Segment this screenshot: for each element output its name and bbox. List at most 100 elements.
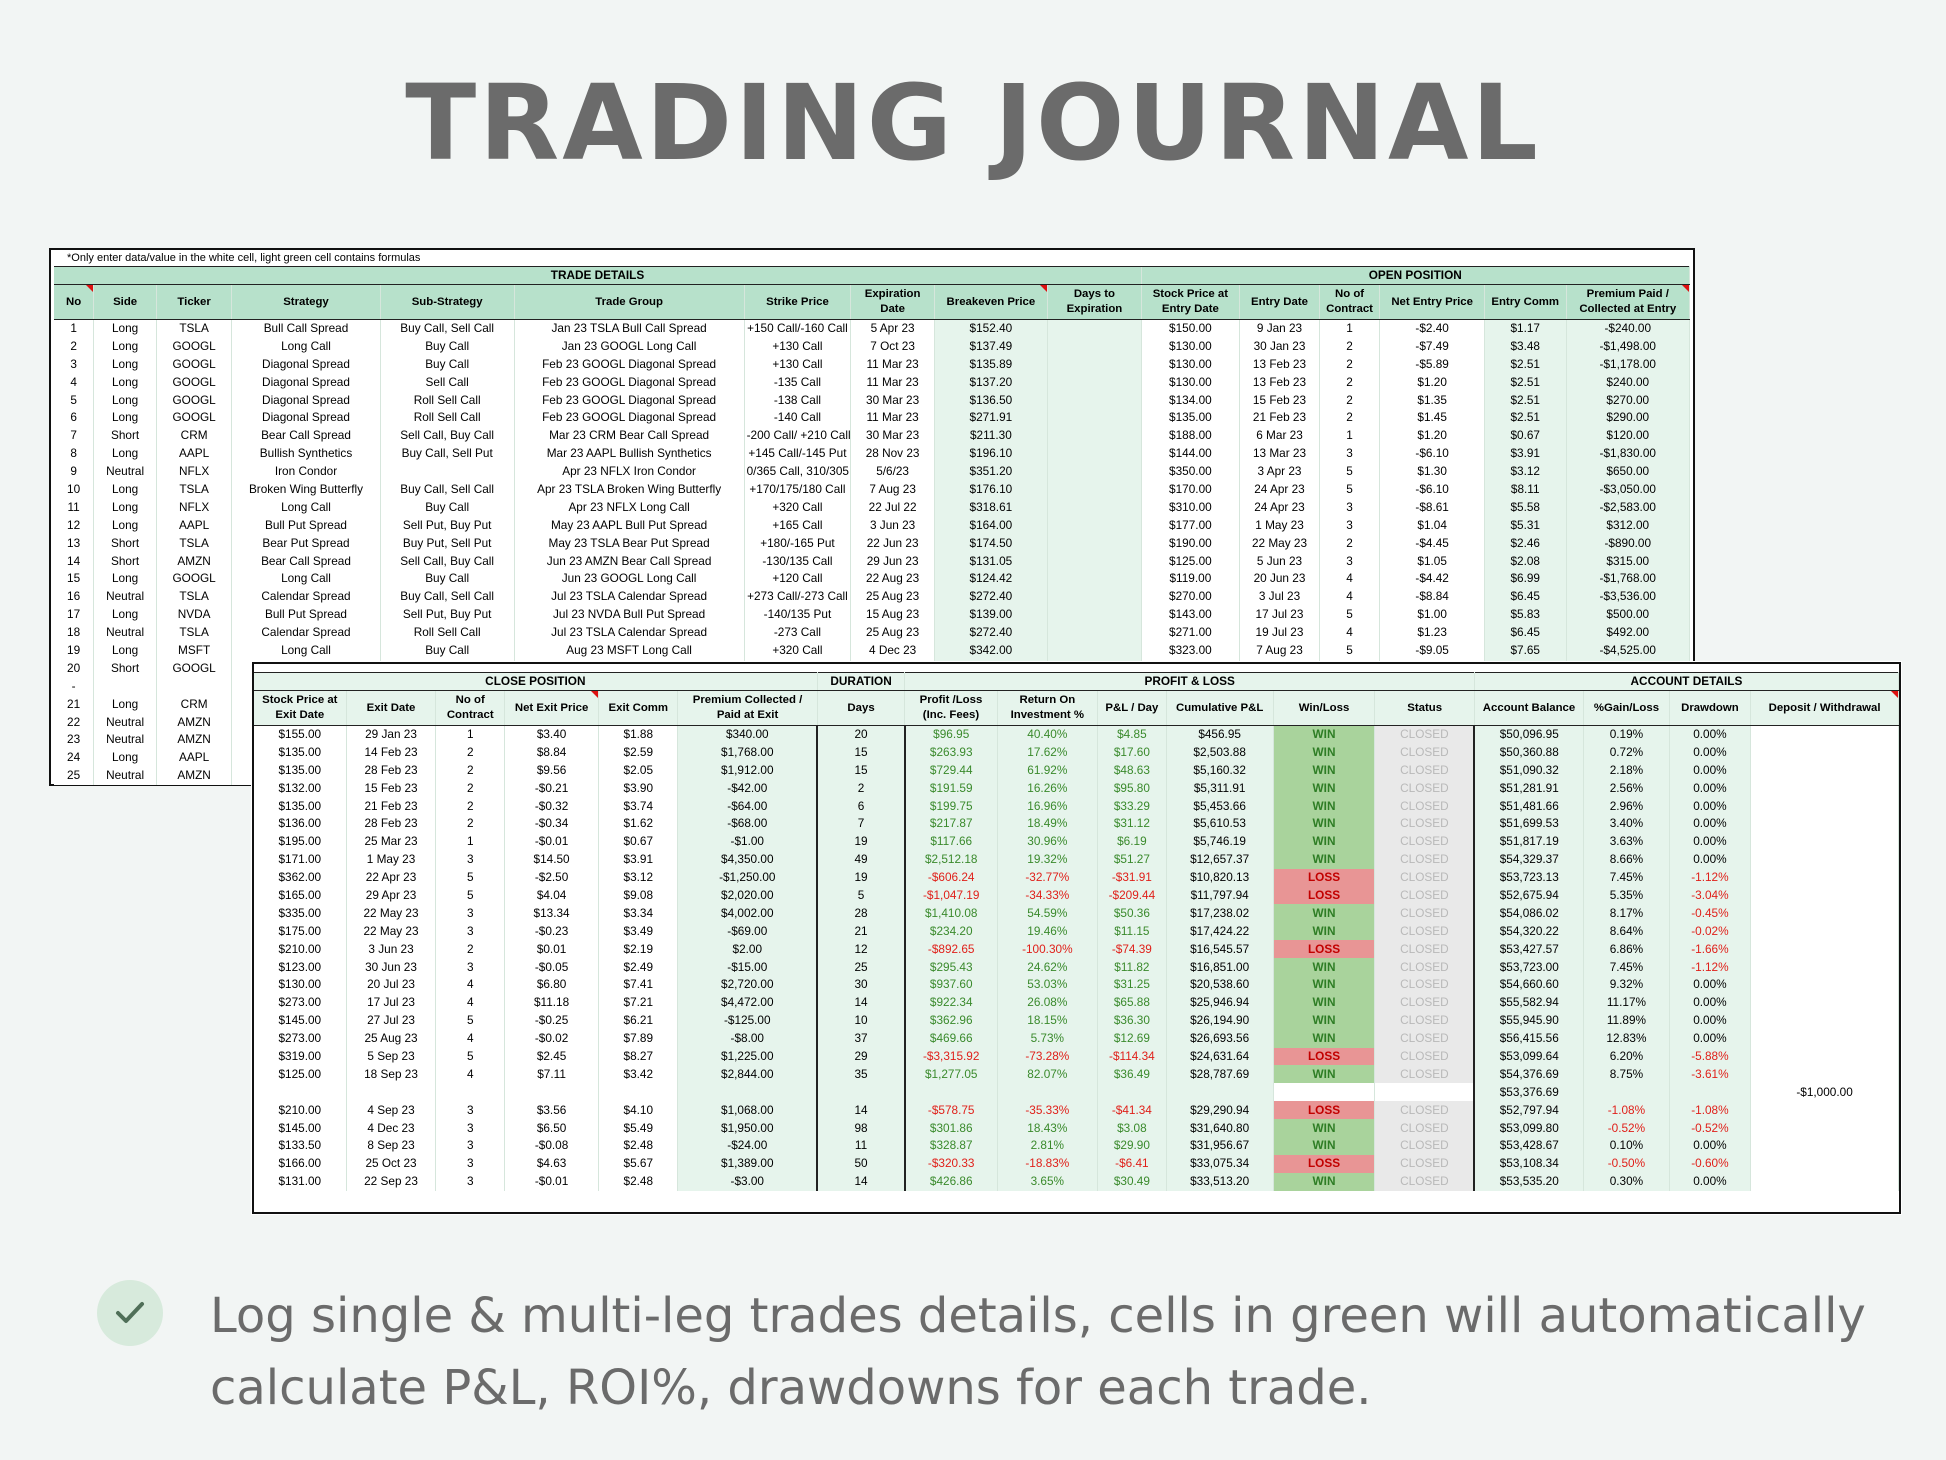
table-cell[interactable]: 8.17% xyxy=(1583,904,1670,923)
table-cell[interactable]: -$8.61 xyxy=(1379,498,1485,517)
table-cell[interactable]: $271.91 xyxy=(934,408,1048,427)
table-cell[interactable]: 4 Dec 23 xyxy=(346,1119,437,1137)
table-cell[interactable] xyxy=(1750,1172,1899,1191)
win-loss-badge[interactable]: WIN xyxy=(1273,743,1376,762)
table-cell[interactable]: $5.58 xyxy=(1484,498,1567,517)
table-cell[interactable]: $50.36 xyxy=(1097,904,1167,923)
table-cell[interactable]: Sell Call, Buy Call xyxy=(380,552,515,570)
table-cell[interactable]: 5 xyxy=(1319,605,1381,624)
table-cell[interactable]: Short xyxy=(93,426,157,445)
table-cell[interactable]: -0.45% xyxy=(1669,904,1752,923)
table-cell[interactable]: Short xyxy=(93,659,157,678)
table-cell[interactable]: $14.50 xyxy=(504,850,600,869)
table-cell[interactable]: 37 xyxy=(817,1029,906,1048)
table-cell[interactable]: $729.44 xyxy=(904,761,998,780)
table-cell[interactable]: Jul 23 NVDA Bull Put Spread xyxy=(514,605,745,624)
table-cell[interactable]: 4 xyxy=(1319,569,1381,588)
status-badge[interactable]: CLOSED xyxy=(1374,797,1476,815)
table-cell[interactable] xyxy=(1750,743,1899,762)
table-cell[interactable]: Diagonal Spread xyxy=(231,373,381,392)
table-cell[interactable]: -18.83% xyxy=(997,1154,1099,1173)
table-cell[interactable]: 5.73% xyxy=(997,1029,1099,1048)
table-cell[interactable]: $8.27 xyxy=(598,1047,679,1066)
table-cell[interactable]: $54,086.02 xyxy=(1474,904,1585,923)
table-cell[interactable]: 15 Aug 23 xyxy=(850,605,935,624)
table-cell[interactable]: 24 Apr 23 xyxy=(1239,480,1320,499)
table-cell[interactable]: $1.23 xyxy=(1379,623,1485,642)
table-cell[interactable]: $315.00 xyxy=(1566,552,1690,570)
win-loss-badge[interactable]: LOSS xyxy=(1273,1154,1376,1173)
table-cell[interactable] xyxy=(1750,1011,1899,1030)
table-cell[interactable]: -1.12% xyxy=(1669,958,1752,976)
table-cell[interactable]: -3.04% xyxy=(1669,886,1752,905)
table-cell[interactable]: 22 Apr 23 xyxy=(346,868,437,887)
table-cell[interactable]: $426.86 xyxy=(904,1172,998,1191)
table-cell[interactable]: - xyxy=(54,677,95,696)
table-cell[interactable]: -0.52% xyxy=(1583,1119,1670,1137)
table-cell[interactable]: 5 xyxy=(817,886,906,905)
table-cell[interactable]: +165 Call xyxy=(744,516,852,535)
table-cell[interactable]: $31,956.67 xyxy=(1166,1136,1274,1155)
table-cell[interactable]: $1,410.08 xyxy=(904,904,998,923)
table-cell[interactable]: 3 xyxy=(1319,552,1381,570)
table-cell[interactable]: Bull Put Spread xyxy=(231,516,381,535)
table-cell[interactable]: GOOGL xyxy=(156,659,233,678)
win-loss-badge[interactable]: LOSS xyxy=(1273,940,1376,959)
table-cell[interactable]: $166.00 xyxy=(254,1154,347,1173)
table-cell[interactable]: Buy Put, Sell Put xyxy=(380,534,515,553)
table-cell[interactable]: $7.21 xyxy=(598,993,679,1012)
table-cell[interactable]: $26,194.90 xyxy=(1166,1011,1274,1030)
table-cell[interactable]: -$3,315.92 xyxy=(904,1047,998,1066)
table-cell[interactable]: $137.20 xyxy=(934,373,1048,392)
table-cell[interactable]: 3 xyxy=(435,1154,505,1173)
table-cell[interactable]: $26,693.56 xyxy=(1166,1029,1274,1048)
table-cell[interactable]: Neutral xyxy=(93,766,157,785)
table-cell[interactable]: Long xyxy=(93,444,157,463)
table-cell[interactable]: 2 xyxy=(435,779,505,798)
table-cell[interactable]: Buy Call, Sell Put xyxy=(380,444,515,463)
table-cell[interactable] xyxy=(1750,1101,1899,1120)
table-cell[interactable]: $145.00 xyxy=(254,1119,347,1137)
table-cell[interactable]: TSLA xyxy=(156,534,233,553)
table-cell[interactable]: CRM xyxy=(156,426,233,445)
table-cell[interactable]: $196.10 xyxy=(934,444,1048,463)
table-cell[interactable]: $150.00 xyxy=(1141,319,1241,338)
table-cell[interactable]: Long xyxy=(93,748,157,767)
table-cell[interactable]: Buy Call xyxy=(380,355,515,374)
win-loss-badge[interactable]: WIN xyxy=(1273,797,1376,815)
table-cell[interactable]: $13.34 xyxy=(504,904,600,923)
table-cell[interactable]: 8.75% xyxy=(1583,1065,1670,1084)
table-cell[interactable]: -$4,525.00 xyxy=(1566,641,1690,660)
table-cell[interactable]: $271.00 xyxy=(1141,623,1241,642)
table-cell[interactable]: NFLX xyxy=(156,462,233,481)
table-cell[interactable]: 4 xyxy=(435,1065,505,1084)
table-cell[interactable]: Buy Call, Sell Call xyxy=(380,587,515,606)
table-cell[interactable]: $2.00 xyxy=(677,940,819,959)
table-cell[interactable]: $263.93 xyxy=(904,743,998,762)
table-cell[interactable]: $2.51 xyxy=(1484,355,1567,374)
table-cell[interactable]: $134.00 xyxy=(1141,391,1241,409)
table-cell[interactable]: 7 xyxy=(54,426,95,445)
table-cell[interactable] xyxy=(380,462,515,481)
table-cell[interactable]: 18.49% xyxy=(997,814,1099,833)
win-loss-badge[interactable]: WIN xyxy=(1273,1029,1376,1048)
table-cell[interactable]: -$0.23 xyxy=(504,922,600,941)
table-cell[interactable]: 2 xyxy=(1319,373,1381,392)
table-cell[interactable]: 6.20% xyxy=(1583,1047,1670,1066)
table-cell[interactable]: 25 xyxy=(817,958,906,976)
table-cell[interactable]: 15 xyxy=(54,569,95,588)
table-cell[interactable]: $136.50 xyxy=(934,391,1048,409)
table-cell[interactable]: $234.20 xyxy=(904,922,998,941)
win-loss-badge[interactable]: WIN xyxy=(1273,922,1376,941)
status-badge[interactable]: CLOSED xyxy=(1374,761,1476,780)
table-cell[interactable] xyxy=(156,677,233,696)
table-cell[interactable]: 0.00% xyxy=(1669,993,1752,1012)
table-cell[interactable]: $20,538.60 xyxy=(1166,975,1274,994)
table-cell[interactable]: Calendar Spread xyxy=(231,587,381,606)
win-loss-badge[interactable]: LOSS xyxy=(1273,886,1376,905)
table-cell[interactable]: $133.50 xyxy=(254,1136,347,1155)
table-cell[interactable] xyxy=(1750,1047,1899,1066)
table-cell[interactable]: 22 May 23 xyxy=(346,904,437,923)
status-badge[interactable]: CLOSED xyxy=(1374,1172,1476,1191)
table-cell[interactable]: May 23 TSLA Bear Put Spread xyxy=(514,534,745,553)
